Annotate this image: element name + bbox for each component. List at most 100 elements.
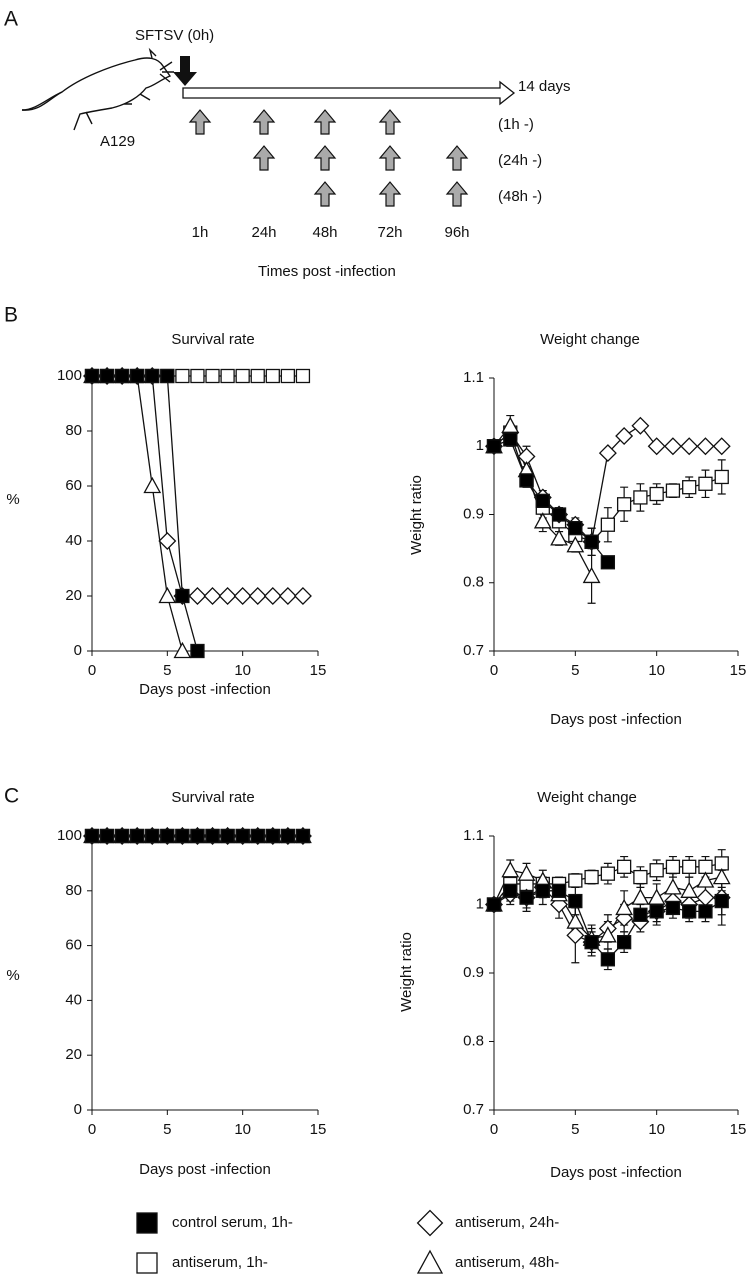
marker [600,952,616,967]
time-label: 96h [444,224,469,241]
marker [551,883,567,898]
y-tick-label: 0.8 [463,1032,484,1049]
y-tick-label: 0 [74,1101,82,1118]
marker [265,828,280,844]
marker [99,368,115,384]
marker [265,368,280,384]
marker [663,437,682,456]
marker [84,368,100,384]
treatment-arrow [378,109,402,135]
marker [633,907,648,922]
marker [175,828,190,844]
marker [551,507,567,522]
x-tick-label: 10 [648,1121,665,1138]
marker [99,828,115,844]
legend-marker [416,1249,444,1274]
marker [517,864,536,881]
x-tick-label: 15 [310,662,327,679]
marker [203,587,222,605]
marker [665,483,681,498]
marker [501,416,520,433]
marker [295,828,311,844]
x-tick-label: 5 [163,1121,171,1138]
marker [712,437,731,456]
y-axis-title: % [6,967,19,984]
marker [682,904,697,919]
marker [263,587,282,605]
marker [568,873,583,888]
marker [175,588,190,604]
marker [503,883,518,898]
y-tick-label: 20 [65,1046,82,1063]
marker [220,368,235,384]
marker [486,439,502,454]
marker [631,416,650,435]
marker [568,893,583,909]
marker [188,587,207,605]
marker [235,828,250,844]
timeline-arrow [182,80,516,106]
y-tick-label: 40 [65,991,82,1008]
marker [696,888,715,907]
x-tick-label: 0 [490,662,498,679]
marker [615,898,634,916]
x-axis-title: Days post -infection [550,711,682,728]
marker [647,437,666,456]
y-axis-title: % [6,491,19,508]
marker [535,493,550,509]
x-axis-title: Days post -infection [139,1161,271,1178]
marker [696,437,715,456]
mouse-label: A129 [100,133,135,150]
marker [278,587,297,605]
y-tick-label: 100 [57,367,82,384]
x-tick-label: 15 [310,1121,327,1138]
marker [293,587,312,605]
x-tick-label: 10 [234,1121,251,1138]
x-tick-label: 0 [490,1121,498,1138]
x-tick-label: 0 [88,662,96,679]
marker [584,534,599,549]
marker [190,368,205,384]
chart-title: Survival rate [171,789,254,806]
marker [712,867,731,885]
marker [698,904,713,919]
marker [600,517,616,532]
marker [160,828,175,844]
marker [130,828,145,844]
group-label: (24h -) [498,152,542,169]
treatment-arrow [378,181,402,207]
y-tick-label: 80 [65,422,82,439]
time-label: 72h [377,224,402,241]
y-tick-label: 0.7 [463,1101,484,1118]
virus-label: SFTSV (0h) [135,27,214,44]
marker [535,883,550,898]
marker [649,904,664,919]
marker [160,368,175,384]
time-label: 48h [312,224,337,241]
marker [584,869,599,885]
marker [248,587,267,605]
x-axis-title: Days post -infection [550,1164,682,1181]
marker [190,828,205,844]
marker [503,432,518,447]
marker [714,893,729,909]
treatment-arrow [252,145,276,171]
marker [486,897,502,912]
x-tick-label: 15 [730,662,747,679]
marker [280,368,296,384]
panel-label: A [4,8,18,31]
infection-arrow [173,56,197,86]
treatment-arrow [445,181,469,207]
marker [143,476,162,494]
y-tick-label: 0.7 [463,642,484,659]
marker [519,473,534,488]
marker [600,866,616,881]
treatment-arrow [378,145,402,171]
marker [649,863,664,878]
marker [145,368,160,384]
marker [145,828,160,844]
marker [533,512,552,529]
treatment-arrow [445,145,469,171]
treatment-arrow [313,109,337,135]
